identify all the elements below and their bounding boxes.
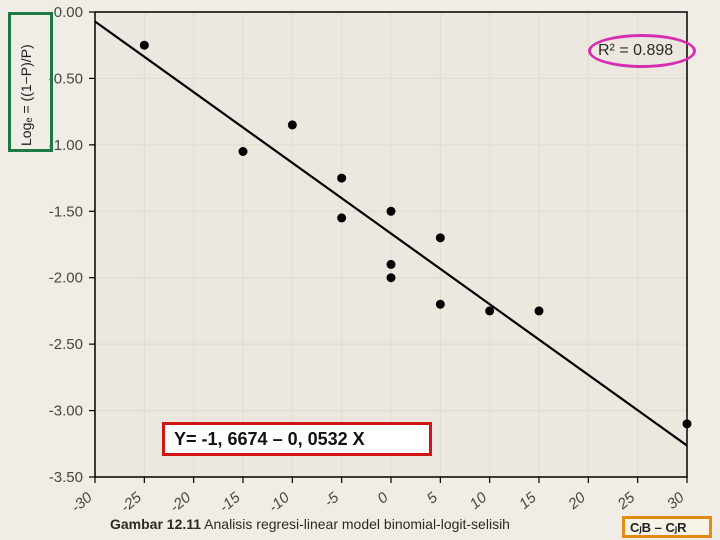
- svg-text:-10: -10: [265, 489, 293, 516]
- svg-text:-25: -25: [117, 489, 145, 516]
- svg-text:0.00: 0.00: [54, 4, 83, 21]
- svg-text:10: 10: [467, 489, 491, 513]
- svg-text:-1.50: -1.50: [49, 203, 83, 220]
- svg-text:5: 5: [424, 489, 442, 508]
- svg-text:30: 30: [664, 489, 688, 513]
- regression-scatter-chart: 0.00 -0.50 -1.00 -1.50 -2.00 -2.50 -3.00 -3.50 -…: [0, 0, 720, 540]
- svg-text:0: 0: [374, 489, 392, 508]
- svg-text:25: 25: [614, 489, 639, 514]
- svg-text:-30: -30: [68, 489, 96, 516]
- regression-equation: Y= -1, 6674 – 0, 0532 X: [174, 429, 365, 450]
- figure-caption: Gambar 12.11 Analisis regresi-linear mod…: [110, 516, 510, 532]
- svg-text:20: 20: [564, 489, 589, 514]
- yaxis-label: Logₑ = ((1−P)/P): [18, 44, 34, 146]
- svg-text:-2.00: -2.00: [49, 270, 83, 287]
- svg-text:-2.50: -2.50: [49, 336, 83, 353]
- svg-text:-15: -15: [216, 489, 244, 516]
- svg-text:-3.00: -3.00: [49, 403, 83, 420]
- svg-text:-20: -20: [167, 489, 195, 516]
- page-root: 0.00 -0.50 -1.00 -1.50 -2.00 -2.50 -3.00 -3.50 -…: [0, 0, 720, 540]
- svg-text:15: 15: [516, 489, 540, 513]
- svg-text:-3.50: -3.50: [49, 469, 83, 486]
- svg-text:-5: -5: [321, 489, 343, 511]
- r-squared-value: R² = 0.898: [598, 42, 673, 60]
- xaxis-label: CⱼB – CⱼR: [630, 520, 687, 536]
- svg-text:-1.00: -1.00: [49, 137, 83, 154]
- svg-text:-0.50: -0.50: [49, 70, 83, 87]
